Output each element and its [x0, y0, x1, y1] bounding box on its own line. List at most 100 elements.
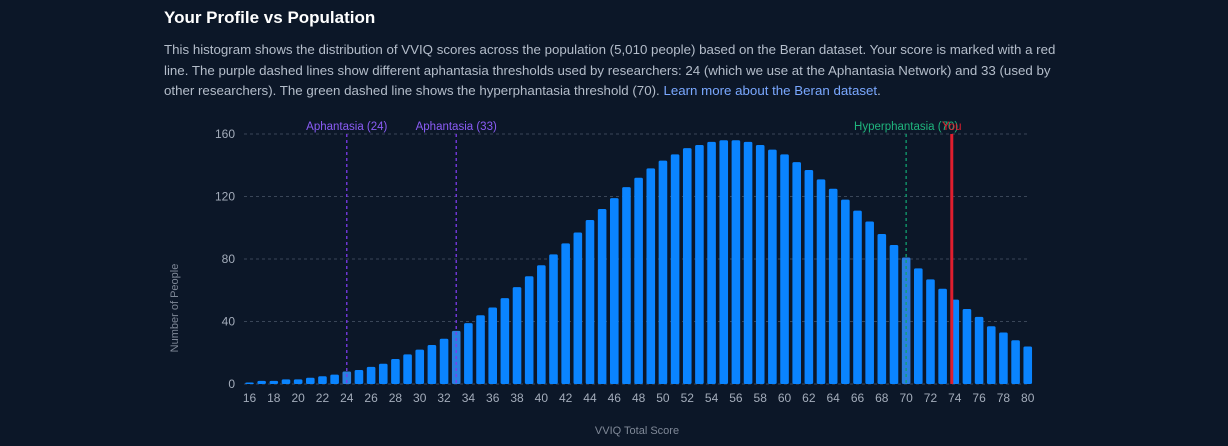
- histogram-bar[interactable]: [585, 219, 595, 384]
- histogram-bar[interactable]: [780, 154, 789, 384]
- histogram-bar[interactable]: [293, 379, 303, 384]
- y-tick-label: 120: [215, 190, 235, 204]
- histogram-bar[interactable]: [464, 323, 473, 384]
- histogram-bar[interactable]: [853, 210, 862, 384]
- histogram-bar[interactable]: [865, 221, 874, 385]
- histogram-bar[interactable]: [306, 377, 315, 384]
- x-tick-label: 70: [899, 391, 913, 405]
- histogram-bar[interactable]: [841, 199, 850, 384]
- y-axis-title: Number of People: [169, 264, 181, 353]
- histogram-bar[interactable]: [476, 315, 485, 384]
- x-tick-label: 64: [827, 391, 841, 405]
- histogram-bar[interactable]: [670, 154, 680, 384]
- beran-dataset-link[interactable]: Learn more about the Beran dataset: [663, 83, 878, 98]
- histogram-bar[interactable]: [755, 144, 765, 384]
- histogram-bar[interactable]: [573, 232, 583, 384]
- histogram-bar[interactable]: [999, 332, 1008, 384]
- description-text: This histogram shows the distribution of…: [164, 42, 1056, 98]
- histogram-bar[interactable]: [610, 198, 619, 384]
- y-tick-label: 0: [228, 377, 235, 391]
- x-tick-label: 22: [316, 391, 330, 405]
- histogram-bar[interactable]: [743, 141, 753, 384]
- histogram-bar[interactable]: [962, 309, 972, 384]
- histogram-bar[interactable]: [245, 382, 254, 384]
- histogram-bar[interactable]: [889, 244, 899, 384]
- x-tick-label: 78: [997, 391, 1011, 405]
- histogram-bar[interactable]: [403, 354, 412, 384]
- histogram-bar[interactable]: [415, 349, 425, 384]
- histogram-bar[interactable]: [986, 326, 996, 384]
- histogram-bar[interactable]: [828, 188, 838, 384]
- histogram-bar[interactable]: [768, 149, 777, 384]
- threshold-label: Aphantasia (24): [306, 121, 387, 133]
- histogram-bar[interactable]: [330, 374, 339, 384]
- x-tick-label: 18: [267, 391, 281, 405]
- histogram-bar[interactable]: [658, 160, 668, 384]
- x-tick-label: 42: [559, 391, 573, 405]
- histogram-bar[interactable]: [938, 288, 947, 384]
- histogram-bar[interactable]: [561, 243, 570, 384]
- histogram-bar[interactable]: [792, 162, 801, 384]
- histogram-bar[interactable]: [914, 268, 923, 384]
- histogram-bar[interactable]: [816, 179, 826, 384]
- histogram-bar[interactable]: [549, 254, 558, 384]
- histogram-bar[interactable]: [439, 338, 449, 384]
- histogram-bar[interactable]: [682, 148, 692, 384]
- histogram-bar[interactable]: [512, 287, 522, 384]
- x-tick-label: 26: [364, 391, 378, 405]
- histogram-bar[interactable]: [488, 307, 497, 384]
- user-score-label: You: [942, 121, 961, 133]
- histogram-bar[interactable]: [804, 169, 814, 384]
- histogram-bar[interactable]: [281, 379, 291, 384]
- x-tick-label: 16: [243, 391, 257, 405]
- x-tick-label: 76: [972, 391, 986, 405]
- x-tick-label: 74: [948, 391, 962, 405]
- histogram-bar[interactable]: [926, 279, 935, 384]
- histogram-bar[interactable]: [537, 265, 546, 384]
- x-tick-label: 30: [413, 391, 427, 405]
- x-tick-label: 58: [754, 391, 768, 405]
- histogram-bar[interactable]: [524, 276, 534, 384]
- x-tick-label: 28: [389, 391, 403, 405]
- histogram-bar[interactable]: [707, 141, 716, 384]
- histogram-bar[interactable]: [257, 380, 266, 384]
- x-tick-label: 62: [802, 391, 816, 405]
- histogram-bar[interactable]: [500, 298, 510, 384]
- y-tick-label: 160: [215, 127, 235, 141]
- histogram-bar[interactable]: [1011, 340, 1020, 384]
- histogram-bar[interactable]: [366, 366, 376, 384]
- x-tick-label: 80: [1021, 391, 1035, 405]
- section-description: This histogram shows the distribution of…: [164, 40, 1064, 102]
- x-tick-label: 48: [632, 391, 646, 405]
- histogram-bar[interactable]: [719, 140, 729, 384]
- histogram-bar[interactable]: [354, 369, 364, 384]
- histogram-bars: [245, 140, 1033, 385]
- x-axis-title: VVIQ Total Score: [595, 425, 679, 437]
- histogram-bar[interactable]: [646, 168, 656, 384]
- histogram-bar[interactable]: [877, 234, 887, 384]
- x-tick-label: 46: [608, 391, 622, 405]
- histogram-bar[interactable]: [597, 209, 607, 384]
- y-tick-label: 80: [222, 252, 236, 266]
- threshold-label: Hyperphantasia (70): [854, 121, 958, 133]
- histogram-bar[interactable]: [974, 316, 984, 384]
- x-tick-label: 24: [340, 391, 354, 405]
- histogram-bar[interactable]: [731, 140, 741, 384]
- description-end: .: [877, 83, 881, 98]
- histogram-bar[interactable]: [269, 380, 279, 384]
- histogram-bar[interactable]: [695, 144, 704, 384]
- histogram-bar[interactable]: [342, 371, 352, 385]
- threshold-lines: Aphantasia (24) Aphantasia (33) Hyperphant…: [306, 121, 961, 384]
- histogram-bar[interactable]: [634, 177, 643, 384]
- histogram-bar[interactable]: [391, 359, 400, 384]
- histogram-bar[interactable]: [427, 344, 437, 384]
- x-tick-label: 40: [535, 391, 549, 405]
- x-tick-label: 32: [437, 391, 451, 405]
- x-tick-label: 54: [705, 391, 719, 405]
- histogram-bar[interactable]: [622, 187, 631, 384]
- histogram-bar[interactable]: [1023, 346, 1033, 385]
- histogram-bar[interactable]: [378, 363, 388, 384]
- x-tick-label: 66: [851, 391, 865, 405]
- histogram-bar[interactable]: [318, 376, 327, 384]
